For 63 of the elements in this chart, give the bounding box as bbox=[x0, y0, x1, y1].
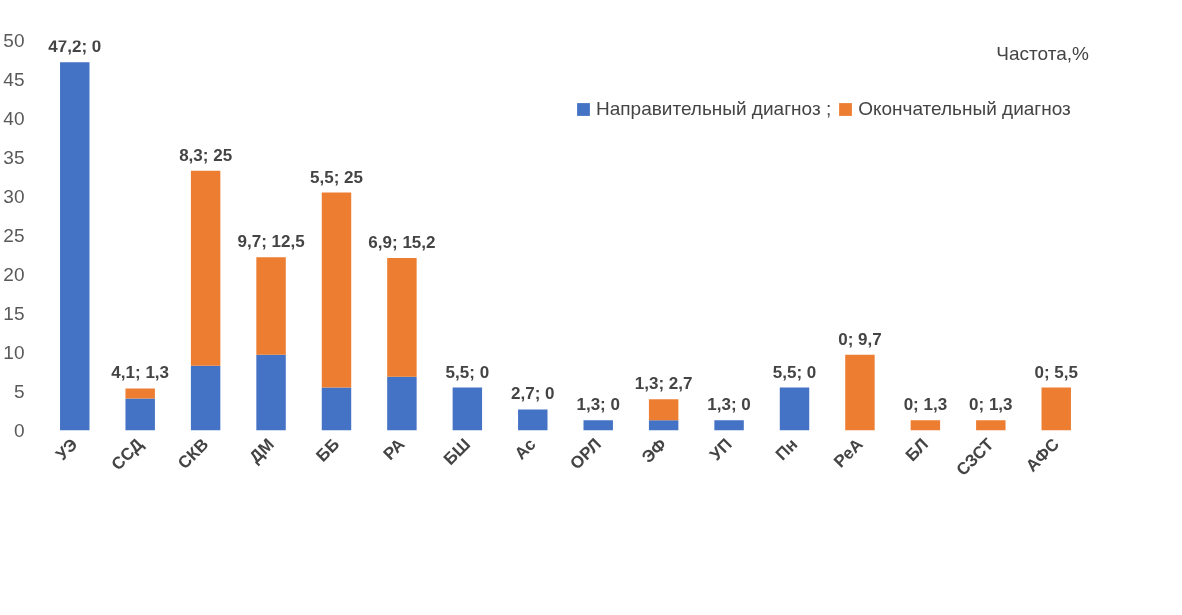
bar bbox=[190, 365, 221, 431]
bar bbox=[452, 387, 483, 431]
annotation: 9,7; 12,5 bbox=[237, 232, 305, 252]
y-tick-label: 20 bbox=[3, 264, 25, 285]
x-tick-label: ДМ bbox=[245, 434, 278, 467]
y-tick-label: 25 bbox=[3, 225, 25, 246]
bar bbox=[125, 388, 155, 399]
annotation: 0; 1,3 bbox=[903, 395, 948, 415]
y-tick-label: 10 bbox=[3, 342, 25, 363]
bar bbox=[583, 420, 613, 431]
bar bbox=[714, 420, 744, 431]
bar bbox=[256, 257, 286, 355]
y-tick-label: 0 bbox=[13, 420, 25, 441]
bar bbox=[648, 420, 679, 431]
x-tick-label: РеА bbox=[830, 434, 867, 472]
x-tick-label: УП bbox=[706, 434, 736, 465]
x-tick-label: Пн bbox=[771, 434, 802, 465]
bar bbox=[779, 387, 810, 431]
bar bbox=[518, 409, 548, 431]
bar bbox=[648, 399, 679, 421]
bar bbox=[125, 398, 155, 431]
annotation: 5,5; 0 bbox=[772, 362, 817, 382]
bar bbox=[976, 420, 1006, 431]
bar bbox=[321, 192, 352, 388]
y-tick-label: 40 bbox=[3, 108, 25, 129]
bar bbox=[321, 387, 352, 431]
x-tick-label: ЭФ bbox=[638, 434, 671, 467]
annotation: Частота,% bbox=[996, 42, 1090, 64]
annotation: 5,5; 25 bbox=[310, 167, 363, 187]
y-tick-label: 45 bbox=[3, 69, 25, 90]
annotation: 6,9; 15,2 bbox=[368, 233, 436, 253]
y-tick-label: 30 bbox=[3, 186, 25, 207]
annotation: 0; 9,7 bbox=[838, 329, 882, 349]
legend-label: Направительный диагноз ; bbox=[596, 98, 832, 120]
annotation: 1,3; 0 bbox=[707, 395, 751, 415]
bar bbox=[60, 62, 90, 431]
x-tick-label: РА bbox=[379, 434, 409, 464]
y-tick-label: 15 bbox=[3, 303, 25, 324]
y-tick-label: 5 bbox=[13, 381, 25, 402]
annotation: 0; 1,3 bbox=[969, 395, 1013, 415]
bar bbox=[256, 354, 286, 431]
x-tick-label: БШ bbox=[439, 434, 475, 469]
x-tick-label: Ас bbox=[510, 434, 540, 464]
bar bbox=[387, 376, 417, 431]
y-tick-label: 50 bbox=[3, 30, 25, 51]
annotation: 1,3; 0 bbox=[576, 395, 620, 415]
x-tick-label: УЭ bbox=[52, 434, 82, 465]
bar bbox=[1041, 387, 1071, 431]
bar bbox=[190, 170, 221, 366]
annotation: 5,5; 0 bbox=[445, 362, 490, 382]
annotation: 4,1; 1,3 bbox=[111, 363, 170, 383]
annotation: 8,3; 25 bbox=[179, 145, 233, 165]
annotation: 2,7; 0 bbox=[511, 384, 555, 404]
bar bbox=[845, 354, 875, 431]
y-tick-label: 35 bbox=[3, 147, 25, 168]
annotation: 1,3; 2,7 bbox=[634, 374, 693, 394]
x-tick-label: ББ bbox=[312, 434, 344, 466]
legend-label: Окончательный диагноз bbox=[858, 98, 1071, 120]
annotation: 47,2; 0 bbox=[48, 37, 102, 57]
annotation: 0; 5,5 bbox=[1034, 362, 1078, 382]
x-tick-label: БЛ bbox=[901, 434, 933, 465]
bar bbox=[910, 420, 941, 431]
bar bbox=[387, 258, 417, 377]
